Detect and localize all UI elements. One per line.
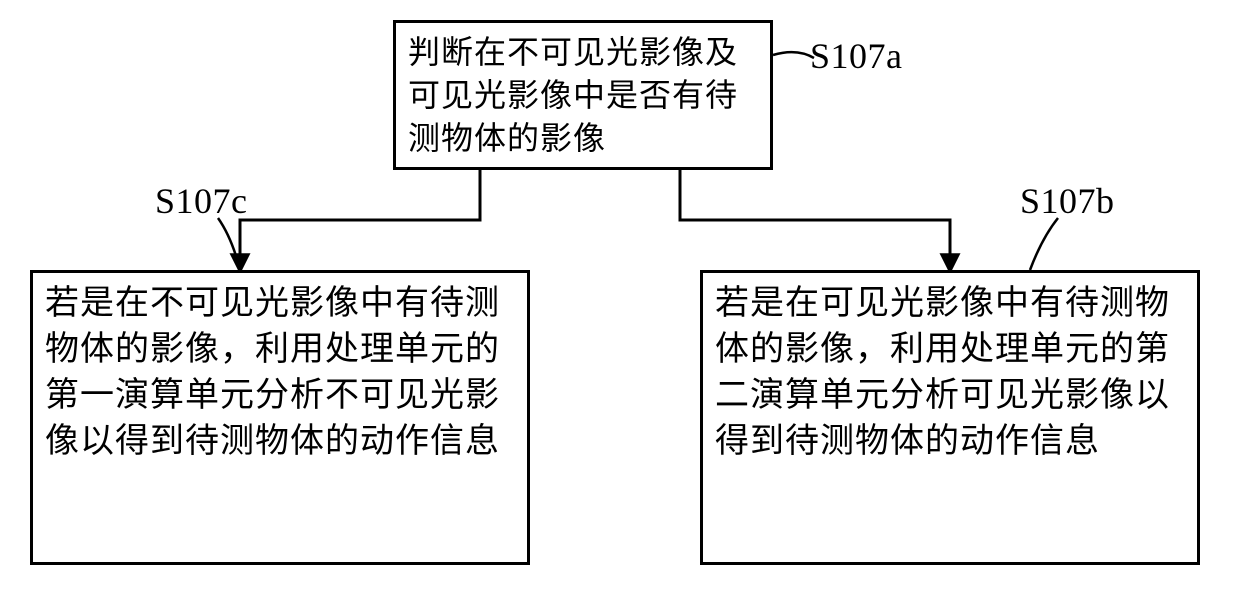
label-leader-s107b: [1030, 218, 1058, 270]
node-s107b-text: 若是在可见光影像中有待测物体的影像，利用处理单元的第二演算单元分析可见光影像以得…: [715, 285, 1170, 460]
flowchart-canvas: 判断在不可见光影像及可见光影像中是否有待测物体的影像 若是在不可见光影像中有待测…: [0, 0, 1240, 598]
label-leader-s107a: [773, 52, 814, 58]
label-leader-s107c: [218, 218, 240, 270]
label-s107b: S107b: [1020, 180, 1115, 222]
label-s107b-text: S107b: [1020, 181, 1115, 221]
label-s107c: S107c: [155, 180, 248, 222]
node-s107a-text: 判断在不可见光影像及可见光影像中是否有待测物体的影像: [408, 34, 738, 156]
label-s107c-text: S107c: [155, 181, 248, 221]
node-s107c-text: 若是在不可见光影像中有待测物体的影像，利用处理单元的第一演算单元分析不可见光影像…: [45, 285, 500, 460]
edge-top-to-left: [240, 170, 480, 270]
label-s107a-text: S107a: [810, 36, 903, 76]
node-s107c: 若是在不可见光影像中有待测物体的影像，利用处理单元的第一演算单元分析不可见光影像…: [30, 270, 530, 565]
node-s107a: 判断在不可见光影像及可见光影像中是否有待测物体的影像: [393, 20, 773, 170]
edge-top-to-right: [680, 170, 950, 270]
label-s107a: S107a: [810, 35, 903, 77]
node-s107b: 若是在可见光影像中有待测物体的影像，利用处理单元的第二演算单元分析可见光影像以得…: [700, 270, 1200, 565]
